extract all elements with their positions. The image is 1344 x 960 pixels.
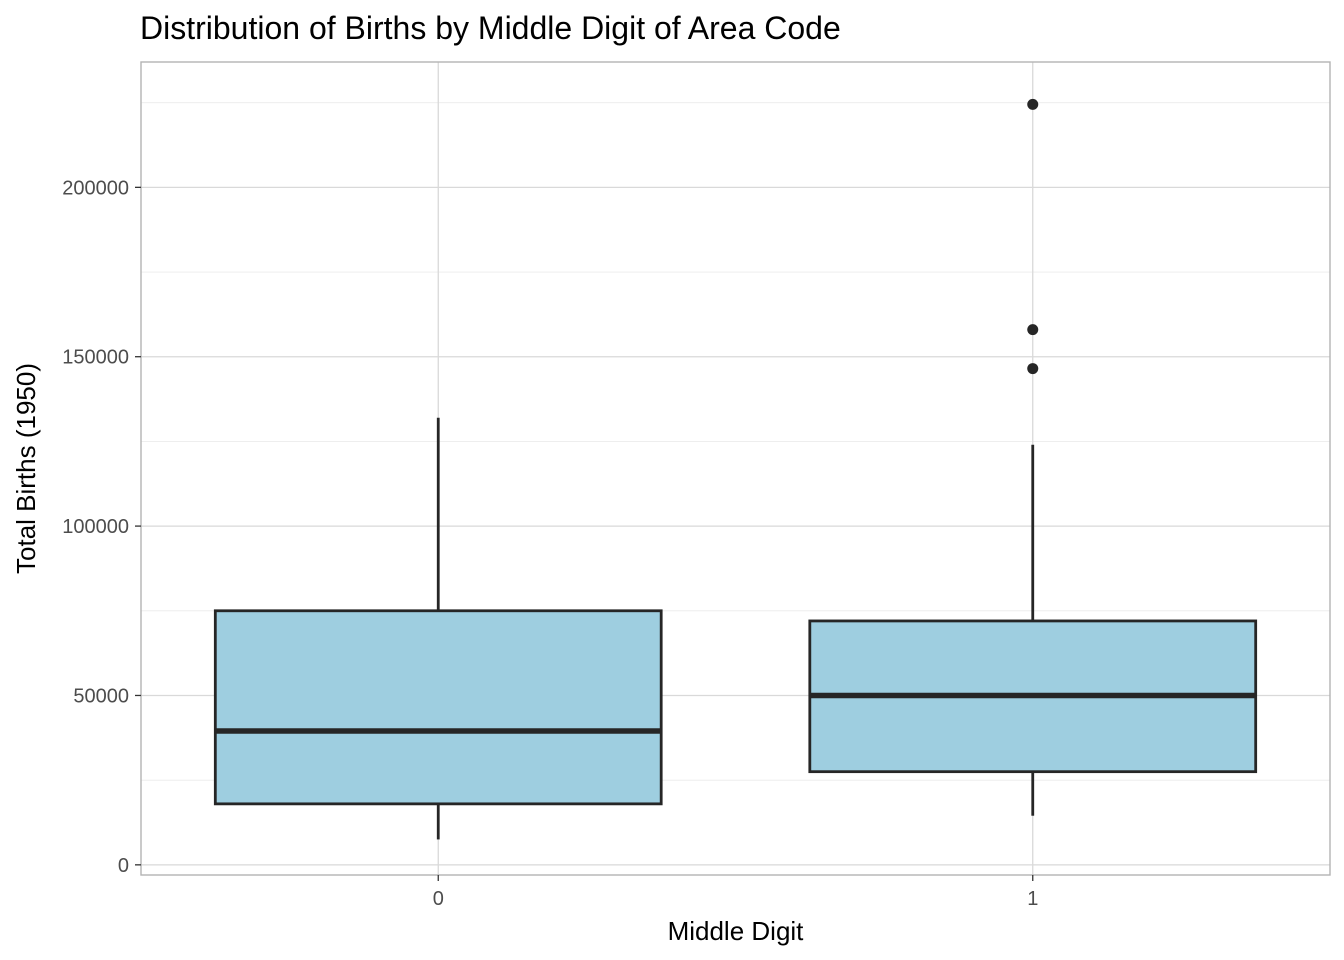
- y-tick-label: 100000: [62, 516, 129, 538]
- outlier-point: [1027, 324, 1039, 336]
- box-group-0: [213, 417, 663, 840]
- x-tick-label: 1: [1027, 888, 1038, 910]
- y-axis-title: Total Births (1950): [11, 363, 41, 574]
- plot-panel-border: [140, 61, 1331, 876]
- tick-layer: 0 50000 100000 150000 200000 0 1: [62, 177, 1038, 910]
- y-tick-label: 0: [118, 855, 129, 877]
- x-axis-title: Middle Digit: [668, 916, 805, 946]
- y-tick-label: 50000: [73, 685, 129, 707]
- box-group-1: [808, 98, 1258, 816]
- y-tick-label: 150000: [62, 347, 129, 369]
- chart-title: Distribution of Births by Middle Digit o…: [140, 10, 841, 46]
- x-tick-label: 0: [433, 888, 444, 910]
- outlier-point: [1027, 363, 1039, 375]
- box-layer: [213, 98, 1258, 840]
- outlier-point: [1027, 98, 1039, 110]
- iqr-box: [213, 609, 663, 806]
- y-tick-label: 200000: [62, 177, 129, 199]
